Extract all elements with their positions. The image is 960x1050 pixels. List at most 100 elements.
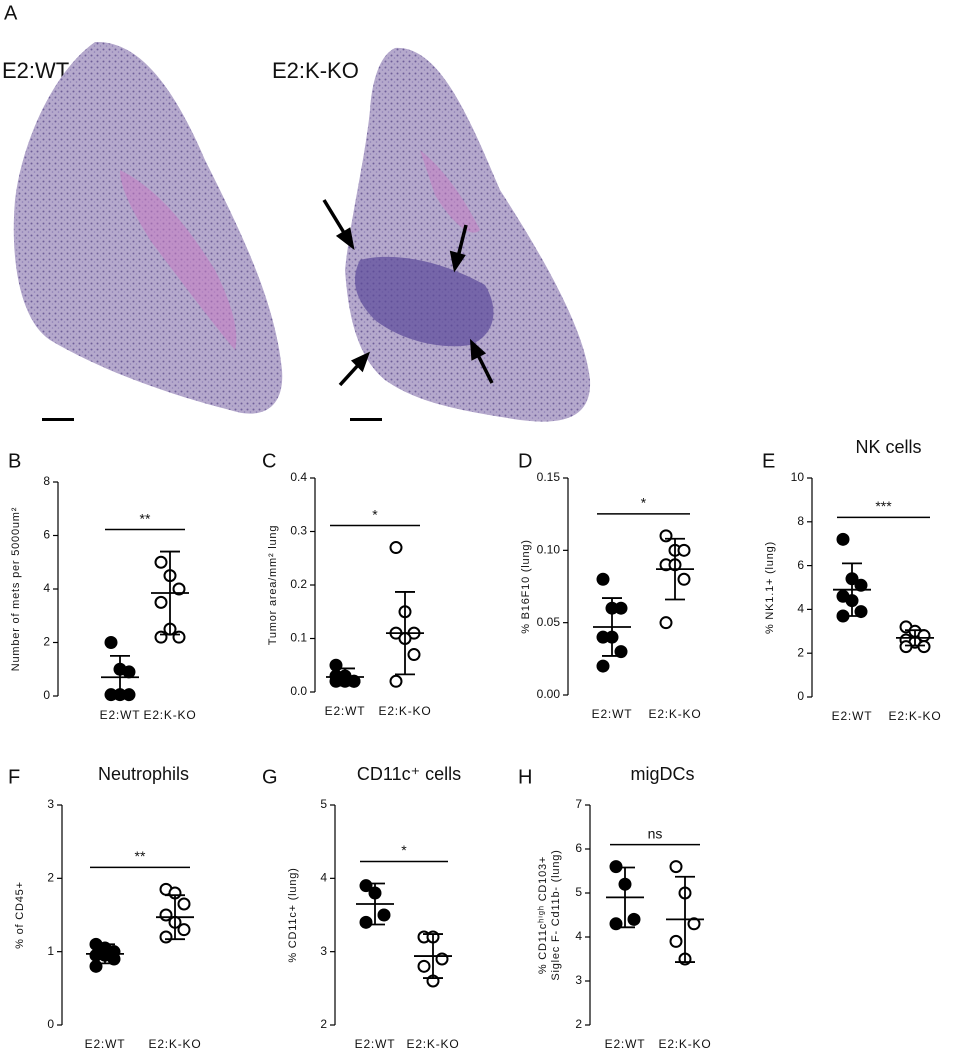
data-point bbox=[854, 578, 868, 592]
significance-label: * bbox=[372, 506, 378, 522]
data-point bbox=[359, 915, 373, 929]
data-point bbox=[104, 636, 118, 649]
x-tick-label: E2:WT bbox=[592, 707, 633, 721]
significance-label: * bbox=[641, 495, 647, 511]
y-tick-label: 0.00 bbox=[537, 687, 561, 701]
data-point bbox=[435, 952, 449, 966]
y-tick-label: 0 bbox=[47, 1017, 54, 1031]
y-axis-label: Tumor area/mm² lung bbox=[267, 525, 279, 646]
data-point bbox=[659, 616, 673, 630]
data-point bbox=[329, 669, 343, 683]
data-point bbox=[377, 908, 391, 922]
data-point bbox=[677, 572, 691, 586]
y-tick-label: 6 bbox=[43, 528, 50, 542]
data-point bbox=[917, 640, 931, 654]
y-tick-label: 8 bbox=[797, 514, 804, 528]
panel-letter: E bbox=[762, 450, 775, 472]
image-label: E2:K-KO bbox=[272, 58, 359, 83]
data-point bbox=[172, 582, 186, 596]
y-tick-label: 0.1 bbox=[290, 631, 307, 645]
data-point bbox=[687, 917, 701, 931]
data-point bbox=[407, 648, 421, 662]
x-tick-label: E2:K-KO bbox=[649, 707, 702, 721]
data-point bbox=[389, 674, 403, 688]
y-tick-label: 1 bbox=[47, 944, 54, 958]
data-point bbox=[389, 541, 403, 555]
y-axis-label: % CD11cʰⁱᵍʰ CD103+ bbox=[537, 856, 549, 974]
y-tick-label: 3 bbox=[47, 797, 54, 811]
data-point bbox=[159, 930, 173, 944]
data-point bbox=[627, 912, 641, 926]
data-point bbox=[177, 897, 191, 911]
x-tick-label: E2:WT bbox=[325, 704, 366, 718]
y-tick-label: 2 bbox=[797, 645, 804, 659]
x-tick-label: E2:WT bbox=[85, 1037, 126, 1050]
y-tick-label: 4 bbox=[575, 929, 582, 943]
data-point bbox=[669, 934, 683, 948]
y-axis-label: % NK1.1+ (lung) bbox=[764, 541, 776, 634]
y-tick-label: 0.15 bbox=[537, 470, 561, 484]
y-tick-label: 10 bbox=[791, 470, 805, 484]
significance-label: ns bbox=[648, 825, 663, 841]
x-tick-label: E2:K-KO bbox=[407, 1037, 460, 1050]
data-point bbox=[154, 595, 168, 609]
data-point bbox=[854, 605, 868, 619]
data-point bbox=[614, 645, 628, 659]
y-axis-label: % B16F10 (lung) bbox=[520, 539, 532, 634]
y-axis-label: Number of mets per 5000um² bbox=[10, 507, 22, 671]
x-tick-label: E2:WT bbox=[832, 709, 873, 723]
y-tick-label: 7 bbox=[575, 797, 582, 811]
data-point bbox=[614, 601, 628, 615]
data-point bbox=[669, 860, 683, 874]
data-point bbox=[596, 659, 610, 673]
y-axis-label: % of CD45+ bbox=[14, 881, 26, 949]
y-axis-label: Siglec F- Cd11b- (lung) bbox=[550, 849, 562, 980]
y-tick-label: 0.2 bbox=[290, 577, 307, 591]
y-tick-label: 4 bbox=[320, 871, 327, 885]
panel-letter: H bbox=[518, 766, 532, 788]
data-point bbox=[122, 688, 136, 702]
y-tick-label: 0.05 bbox=[537, 615, 561, 629]
y-tick-label: 2 bbox=[320, 1017, 327, 1031]
x-tick-label: E2:K-KO bbox=[659, 1037, 712, 1050]
y-tick-label: 3 bbox=[575, 973, 582, 987]
y-tick-label: 6 bbox=[575, 841, 582, 855]
data-point bbox=[347, 674, 361, 688]
lung-image bbox=[13, 41, 283, 421]
panel-letter: B bbox=[8, 450, 21, 472]
y-tick-label: 8 bbox=[43, 474, 50, 488]
y-tick-label: 0.3 bbox=[290, 524, 307, 538]
panel-letter: D bbox=[518, 450, 532, 472]
data-point bbox=[836, 532, 850, 546]
data-point bbox=[899, 640, 913, 654]
significance-label: ** bbox=[135, 848, 146, 864]
x-tick-label: E2:WT bbox=[355, 1037, 396, 1050]
data-point bbox=[172, 630, 186, 644]
y-tick-label: 4 bbox=[797, 602, 804, 616]
significance-label: ** bbox=[140, 510, 151, 526]
y-tick-label: 3 bbox=[320, 944, 327, 958]
image-label: E2:WT bbox=[2, 58, 69, 83]
y-tick-label: 0.4 bbox=[290, 470, 307, 484]
y-tick-label: 2 bbox=[43, 635, 50, 649]
data-point bbox=[154, 555, 168, 569]
panel-letter: A bbox=[4, 2, 18, 24]
panel-title: migDCs bbox=[630, 764, 694, 784]
y-axis-label: % CD11c+ (lung) bbox=[287, 867, 299, 962]
data-point bbox=[417, 959, 431, 973]
panel-title: NK cells bbox=[855, 437, 921, 457]
y-tick-label: 0.0 bbox=[290, 684, 307, 698]
y-tick-label: 6 bbox=[797, 558, 804, 572]
lung-image bbox=[322, 47, 591, 422]
panel-letter: F bbox=[8, 766, 20, 788]
panel-title: CD11c⁺ cells bbox=[357, 764, 461, 784]
data-point bbox=[122, 665, 136, 679]
x-tick-label: E2:K-KO bbox=[149, 1037, 202, 1050]
x-tick-label: E2:K-KO bbox=[889, 709, 942, 723]
y-tick-label: 2 bbox=[47, 871, 54, 885]
x-tick-label: E2:WT bbox=[100, 708, 141, 722]
data-point bbox=[596, 572, 610, 586]
panel-letter: C bbox=[262, 450, 276, 472]
data-point bbox=[89, 959, 103, 973]
